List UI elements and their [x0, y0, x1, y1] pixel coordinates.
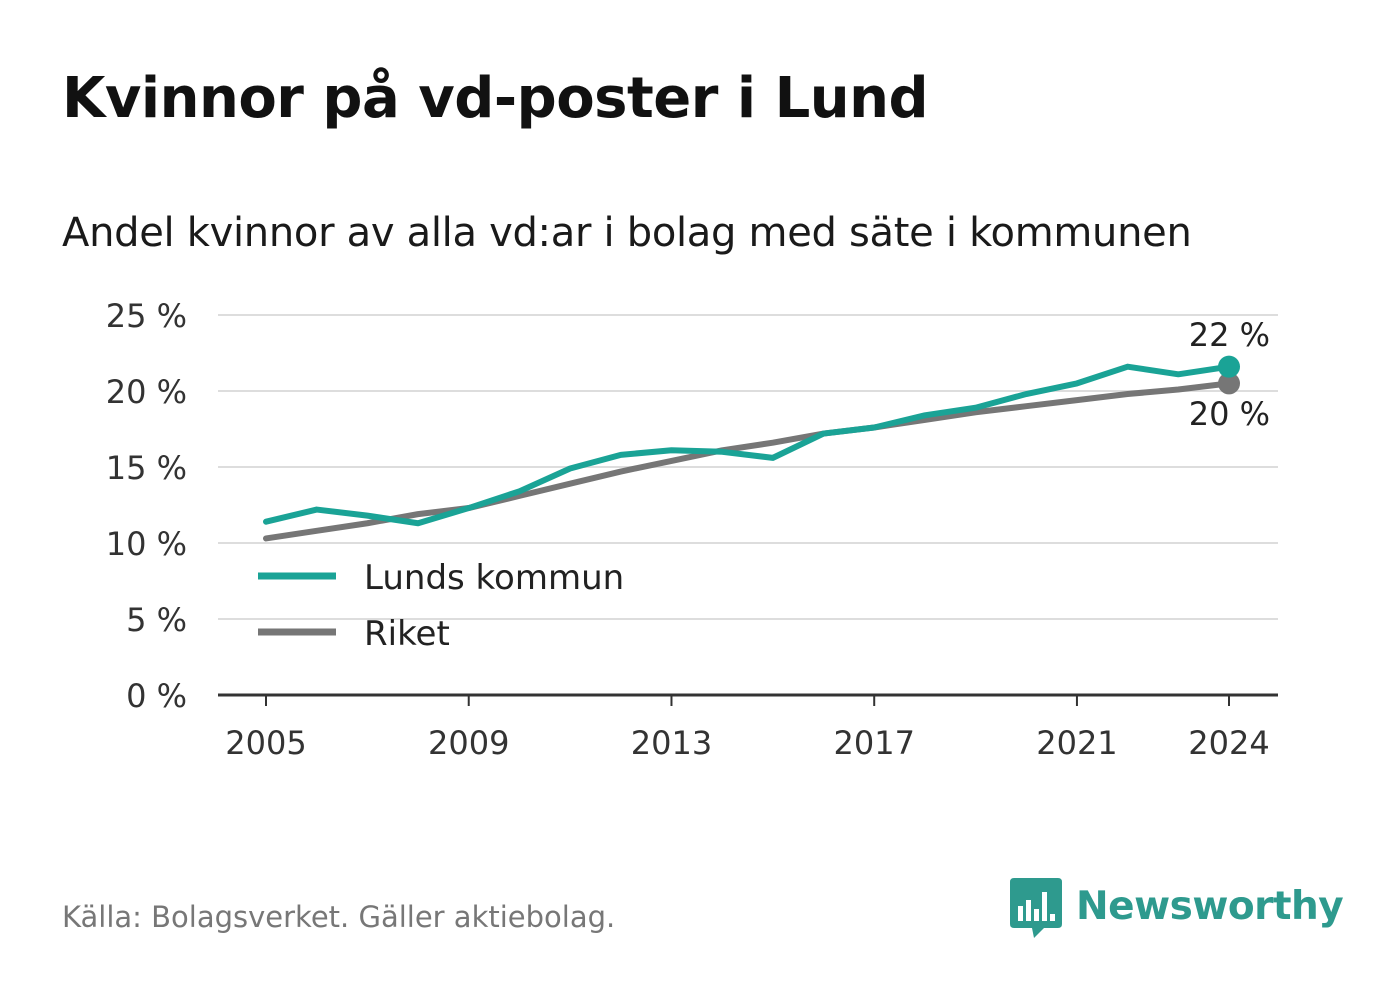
newsworthy-logo-icon: [1010, 878, 1062, 938]
x-tick-label: 2021: [1036, 724, 1117, 762]
y-tick-label: 15 %: [106, 449, 187, 487]
legend-label: Lunds kommun: [364, 558, 624, 598]
grid-lines: [218, 314, 1278, 620]
x-tick-label: 2009: [428, 724, 509, 762]
y-axis: 0 % 5 % 10 % 15 % 20 % 25 %: [106, 297, 187, 715]
end-value-label: 22 %: [1189, 316, 1270, 354]
y-tick-label: 20 %: [106, 373, 187, 411]
y-tick-label: 10 %: [106, 525, 187, 563]
chart-title: Kvinnor på vd-poster i Lund: [62, 66, 929, 131]
end-point-riket: [1218, 372, 1240, 395]
x-tick-label: 2005: [225, 724, 306, 762]
series-lines: [263, 355, 1240, 542]
x-tick-label: 2024: [1188, 724, 1269, 762]
y-tick-label: 5 %: [126, 601, 187, 639]
legend-label: Riket: [364, 614, 450, 654]
brand-name: Newsworthy: [1076, 883, 1344, 929]
x-tick-label: 2013: [631, 724, 712, 762]
series-line-riket: [263, 380, 1232, 542]
legend-background: [244, 546, 656, 618]
y-tick-label: 25 %: [106, 297, 187, 335]
series-line-lunds-kommun: [263, 363, 1232, 527]
end-point-lunds-kommun: [1218, 355, 1240, 378]
x-tick-label: 2017: [833, 724, 914, 762]
chart-subtitle: Andel kvinnor av alla vd:ar i bolag med …: [62, 210, 1192, 256]
x-axis: 2005 2009 2013 2017 2021 2024: [218, 693, 1278, 762]
source-note: Källa: Bolagsverket. Gäller aktiebolag.: [62, 900, 616, 934]
legend-background: [244, 622, 656, 662]
legend: Lunds kommun Riket: [244, 546, 656, 662]
end-value-label: 20 %: [1189, 395, 1270, 433]
end-labels: 22 % 20 %: [1189, 316, 1270, 433]
brand-logo: Newsworthy: [1010, 876, 1344, 942]
y-tick-label: 0 %: [126, 677, 187, 715]
